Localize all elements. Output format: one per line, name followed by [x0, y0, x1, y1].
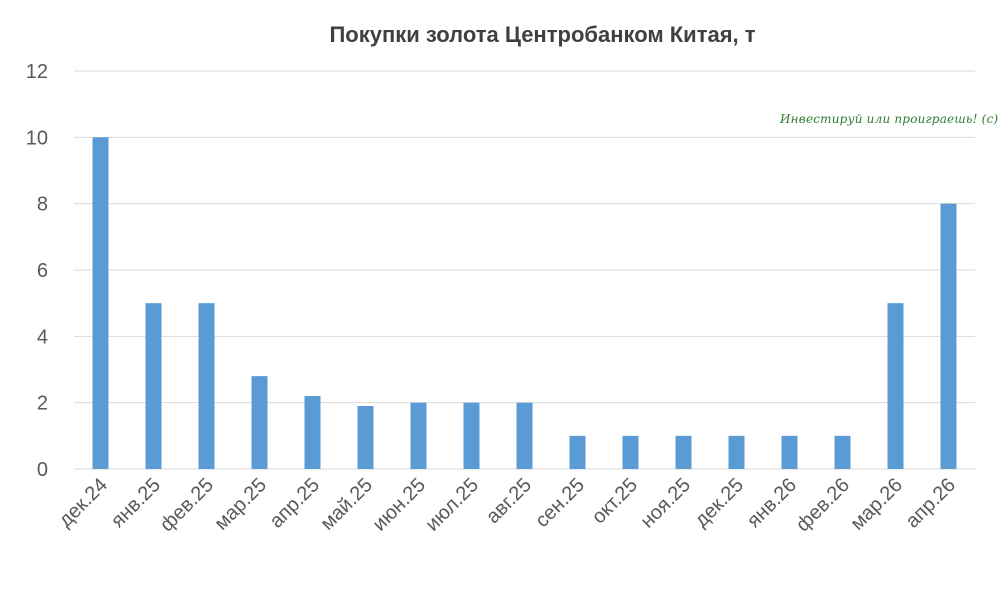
bar [675, 435, 692, 469]
x-tick-label: мар.26 [846, 474, 907, 535]
x-tick-label: дек.24 [55, 474, 113, 532]
watermark: Инвестируй или проиграешь! (с) [780, 112, 999, 126]
x-tick-label: апр.26 [901, 474, 960, 533]
x-tick-label: мар.25 [210, 474, 271, 535]
bar-layer [92, 137, 957, 470]
x-tick-label: янв.26 [743, 474, 801, 532]
bar [251, 376, 268, 469]
bar [887, 303, 904, 469]
x-tick-label: янв.25 [107, 474, 165, 532]
x-tick-label: окт.25 [588, 474, 642, 528]
bar [834, 435, 851, 469]
bar [940, 203, 957, 469]
y-tick-label: 10 [26, 127, 48, 149]
bar [463, 402, 480, 469]
x-tick-label: ноя.25 [636, 474, 695, 533]
bar [92, 137, 109, 470]
x-tick-label: сен.25 [531, 474, 589, 532]
y-tick-label: 8 [37, 194, 48, 216]
x-tick-label: июл.25 [421, 474, 483, 536]
bar [198, 303, 215, 469]
x-tick-label: авг.25 [482, 474, 536, 528]
x-tick-label: фев.26 [792, 474, 854, 536]
y-tick-label: 12 [26, 61, 48, 83]
y-tick-label: 0 [37, 459, 48, 481]
bar [728, 435, 745, 469]
x-tick-label: июн.25 [368, 474, 430, 536]
x-tick-label: дек.25 [691, 474, 749, 532]
y-tick-label: 6 [37, 260, 48, 282]
bar [410, 402, 427, 469]
bar [622, 435, 639, 469]
bar [569, 435, 586, 469]
bar [357, 405, 374, 469]
x-tick-label: апр.25 [265, 474, 324, 533]
y-tick-layer: 0 2 4 6 8 10 12 [26, 61, 48, 481]
bar [304, 396, 321, 469]
x-tick-label: май.25 [316, 474, 377, 535]
x-tick-label: фев.25 [156, 474, 218, 536]
bar [516, 402, 533, 469]
bar [781, 435, 798, 469]
y-tick-label: 4 [37, 326, 48, 348]
bar [145, 303, 162, 469]
chart-title: Покупки золота Центробанком Китая, т [329, 22, 756, 47]
y-tick-label: 2 [37, 393, 48, 415]
x-tick-layer: дек.24янв.25фев.25мар.25апр.25май.25июн.… [55, 474, 961, 536]
